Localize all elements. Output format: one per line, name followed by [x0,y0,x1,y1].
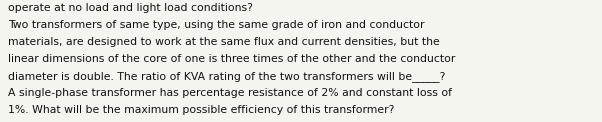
Text: operate at no load and light load conditions?: operate at no load and light load condit… [8,3,253,13]
Text: diameter is double. The ratio of KVA rating of the two transformers will be_____: diameter is double. The ratio of KVA rat… [8,71,445,82]
Text: A single-phase transformer has percentage resistance of 2% and constant loss of: A single-phase transformer has percentag… [8,88,452,98]
Text: materials, are designed to work at the same flux and current densities, but the: materials, are designed to work at the s… [8,37,439,47]
Text: linear dimensions of the core of one is three times of the other and the conduct: linear dimensions of the core of one is … [8,54,455,64]
Text: Two transformers of same type, using the same grade of iron and conductor: Two transformers of same type, using the… [8,20,424,30]
Text: 1%. What will be the maximum possible efficiency of this transformer?: 1%. What will be the maximum possible ef… [8,105,394,115]
